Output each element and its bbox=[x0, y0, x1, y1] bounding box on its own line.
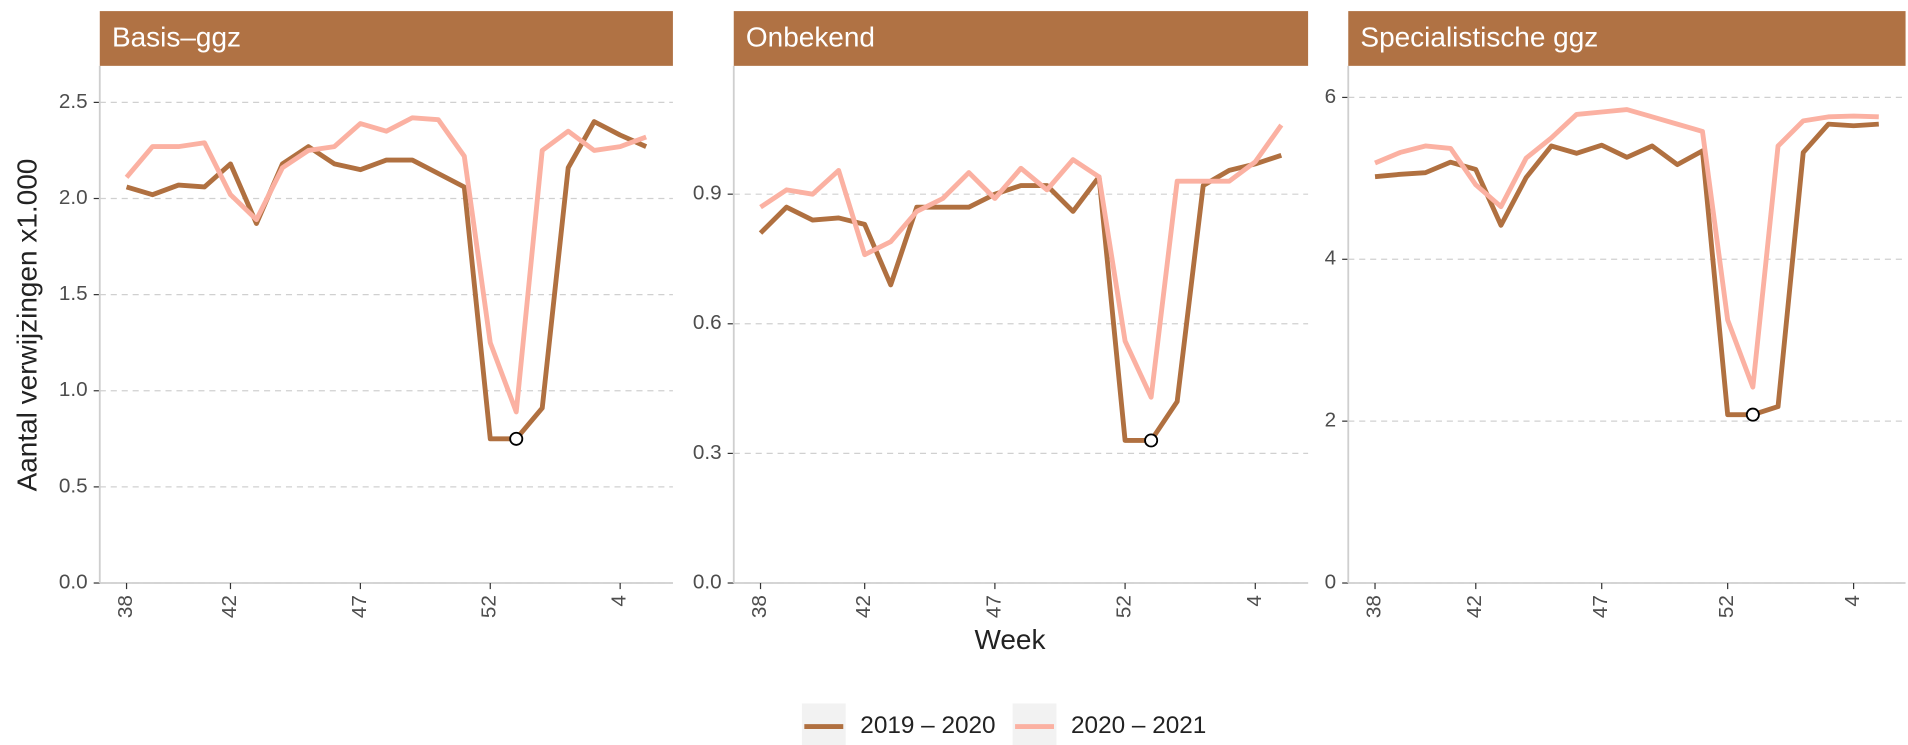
x-tick-label: 42 bbox=[852, 595, 875, 618]
x-tick-label: 52 bbox=[1113, 595, 1136, 618]
legend-label: 2020 – 2021 bbox=[1071, 712, 1206, 739]
y-tick-label: 0.9 bbox=[693, 182, 722, 205]
y-tick-label: 0 bbox=[1325, 570, 1337, 593]
series-line bbox=[125, 119, 648, 442]
highlight-point bbox=[1144, 433, 1159, 448]
panel-title: Onbekend bbox=[746, 21, 875, 52]
y-tick-label: 1.5 bbox=[59, 282, 88, 305]
strip bbox=[1348, 11, 1906, 66]
x-tick-label: 52 bbox=[1715, 595, 1738, 618]
panel-title: Specialistische ggz bbox=[1360, 21, 1598, 52]
strip bbox=[99, 11, 673, 66]
x-tick-label: 4 bbox=[1243, 595, 1266, 607]
y-tick-label: 0.3 bbox=[693, 441, 722, 464]
series-line bbox=[758, 152, 1283, 443]
y-axis-label: Aantal verwijzingen x1.000 bbox=[12, 159, 43, 492]
y-tick-label: 0.0 bbox=[59, 570, 88, 593]
x-tick-label: 47 bbox=[982, 595, 1005, 618]
x-tick-label: 4 bbox=[1841, 595, 1864, 607]
y-tick-label: 0.0 bbox=[693, 570, 722, 593]
x-tick-label: 4 bbox=[608, 595, 631, 607]
series-line bbox=[124, 115, 647, 415]
y-tick-label: 2 bbox=[1325, 409, 1337, 432]
x-tick-label: 42 bbox=[218, 595, 241, 618]
x-tick-label: 38 bbox=[748, 595, 771, 618]
legend-label: 2019 – 2020 bbox=[860, 712, 995, 739]
x-tick-label: 38 bbox=[114, 595, 137, 618]
y-tick-label: 1.0 bbox=[59, 378, 88, 401]
y-tick-label: 2.5 bbox=[59, 90, 88, 113]
y-tick-label: 6 bbox=[1325, 85, 1337, 108]
series-line bbox=[1374, 121, 1879, 418]
x-tick-label: 47 bbox=[1589, 595, 1612, 618]
strip bbox=[733, 11, 1309, 66]
x-tick-label: 52 bbox=[478, 595, 501, 618]
x-tick-label: 38 bbox=[1362, 595, 1385, 618]
y-tick-label: 2.0 bbox=[59, 186, 88, 209]
x-tick-label: 42 bbox=[1463, 595, 1486, 618]
series-line bbox=[1374, 107, 1879, 390]
series-line bbox=[759, 123, 1284, 400]
highlight-point bbox=[1745, 407, 1760, 422]
x-axis-label: Week bbox=[974, 624, 1046, 655]
x-tick-label: 47 bbox=[348, 595, 371, 618]
highlight-point bbox=[509, 431, 524, 446]
panel-title: Basis–ggz bbox=[112, 21, 241, 52]
y-tick-label: 0.6 bbox=[693, 311, 722, 334]
y-tick-label: 4 bbox=[1325, 247, 1337, 270]
y-tick-label: 0.5 bbox=[59, 474, 88, 497]
